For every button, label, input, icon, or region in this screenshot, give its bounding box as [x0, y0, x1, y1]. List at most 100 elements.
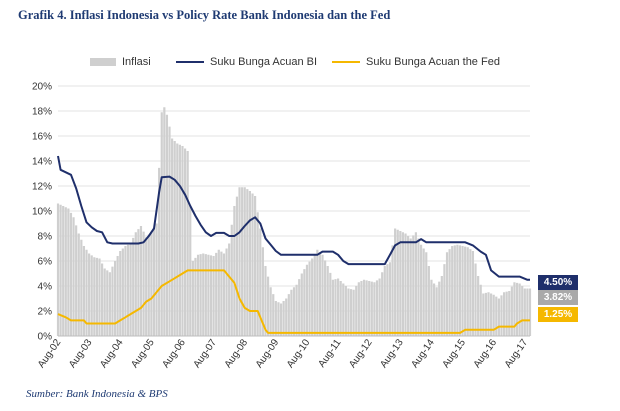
- inflation-bar: [456, 244, 459, 336]
- inflation-bar: [261, 247, 264, 336]
- inflation-bar: [308, 261, 311, 336]
- inflation-bar: [155, 223, 158, 336]
- inflation-bar: [381, 272, 384, 336]
- inflation-bar: [150, 232, 153, 336]
- inflation-bar: [173, 141, 176, 336]
- inflation-bar: [85, 249, 88, 336]
- inflation-bar: [290, 289, 293, 336]
- fed-rate-line: [57, 269, 530, 334]
- x-tick-label: Aug-09: [254, 337, 282, 370]
- inflation-bar: [272, 294, 275, 336]
- y-tick-label: 12%: [32, 182, 52, 193]
- inflation-bar: [116, 256, 119, 336]
- inflation-bar: [212, 256, 215, 336]
- y-tick-label: 14%: [32, 157, 52, 168]
- inflation-bar: [316, 249, 319, 336]
- inflation-bar: [72, 217, 75, 336]
- inflation-bar: [59, 204, 62, 336]
- inflation-bar: [160, 112, 163, 336]
- inflation-bar: [448, 249, 451, 336]
- x-tick-label: Aug-04: [98, 337, 126, 370]
- inflation-bar: [469, 249, 472, 336]
- inflation-bar: [202, 253, 205, 336]
- inflation-bar: [329, 272, 332, 336]
- chart-title: Grafik 4. Inflasi Indonesia vs Policy Ra…: [18, 8, 391, 22]
- inflation-bar: [334, 279, 337, 336]
- inflation-bar: [373, 282, 376, 336]
- inflation-bar: [194, 257, 197, 336]
- inflation-bar: [269, 287, 272, 336]
- inflation-bar: [484, 292, 488, 336]
- x-tick-label: Aug-08: [223, 337, 251, 370]
- inflation-bar: [466, 247, 469, 336]
- legend-label-fed-rate: Suku Bunga Acuan the Fed: [366, 56, 500, 68]
- inflation-bar: [145, 237, 148, 336]
- inflation-bar: [165, 114, 169, 336]
- inflation-bar: [207, 254, 210, 336]
- inflation-bar: [526, 288, 529, 336]
- x-tick-label: Aug-06: [160, 337, 188, 370]
- inflation-bar: [246, 189, 249, 336]
- inflation-bar: [222, 253, 226, 336]
- x-tick-label: Aug-07: [192, 337, 220, 370]
- inflation-bar: [204, 254, 207, 336]
- inflation-bar: [158, 167, 161, 336]
- inflation-bar: [137, 229, 140, 336]
- x-tick-label: Aug-13: [378, 337, 406, 370]
- y-tick-label: 20%: [32, 82, 52, 93]
- inflation-bar: [336, 278, 340, 336]
- end-value-label: 1.25%: [538, 307, 578, 322]
- inflation-bar: [168, 126, 171, 336]
- inflation-bar: [440, 276, 443, 336]
- inflation-bar: [266, 276, 270, 336]
- inflation-bar: [490, 293, 493, 336]
- inflation-bar: [132, 237, 135, 336]
- inflation-bar: [419, 244, 423, 336]
- end-value-label: 3.82%: [538, 290, 578, 305]
- inflation-bar: [191, 261, 194, 336]
- inflation-bar: [98, 258, 101, 336]
- inflation-bar: [183, 148, 187, 336]
- inflation-bar: [106, 270, 109, 336]
- y-tick-label: 18%: [32, 107, 52, 118]
- inflation-bar: [518, 283, 521, 336]
- inflation-bar: [233, 206, 236, 336]
- inflation-bar: [432, 283, 436, 336]
- inflation-bar: [394, 228, 397, 336]
- inflation-bar: [287, 294, 290, 336]
- inflation-bar: [80, 239, 83, 336]
- inflation-bar: [417, 238, 420, 336]
- inflation-bar: [342, 283, 345, 336]
- x-tick-label: Aug-10: [285, 337, 313, 370]
- inflation-bar: [477, 276, 480, 336]
- inflation-bar: [344, 286, 347, 336]
- inflation-bar: [528, 288, 532, 336]
- inflation-bar: [443, 264, 446, 336]
- inflation-bar: [349, 289, 353, 336]
- inflation-bar: [147, 234, 150, 336]
- inflation-bar: [401, 232, 405, 336]
- y-tick-label: 8%: [38, 232, 53, 243]
- inflation-bar: [474, 263, 477, 336]
- legend-swatch-bi-rate: [176, 61, 204, 64]
- inflation-bar: [282, 301, 285, 336]
- inflation-bar: [238, 187, 241, 336]
- legend-item-bi-rate: Suku Bunga Acuan BI: [176, 56, 317, 68]
- inflation-bar: [100, 263, 104, 336]
- inflation-bar: [152, 227, 156, 336]
- inflation-bar: [88, 253, 91, 336]
- inflation-bar: [451, 246, 454, 336]
- inflation-bar: [279, 303, 283, 336]
- legend-swatch-inflasi: [90, 58, 116, 67]
- inflation-bar: [375, 280, 379, 336]
- inflation-bar: [243, 187, 246, 336]
- inflation-bar: [464, 246, 467, 336]
- inflation-bar: [228, 243, 231, 336]
- x-tick-label: Aug-12: [347, 337, 375, 370]
- inflation-bar: [248, 191, 252, 336]
- inflation-bar: [492, 294, 495, 336]
- inflation-bar: [241, 187, 244, 336]
- bi-rate-line: [57, 155, 530, 281]
- inflation-bar: [215, 252, 218, 336]
- inflation-bar: [196, 254, 200, 336]
